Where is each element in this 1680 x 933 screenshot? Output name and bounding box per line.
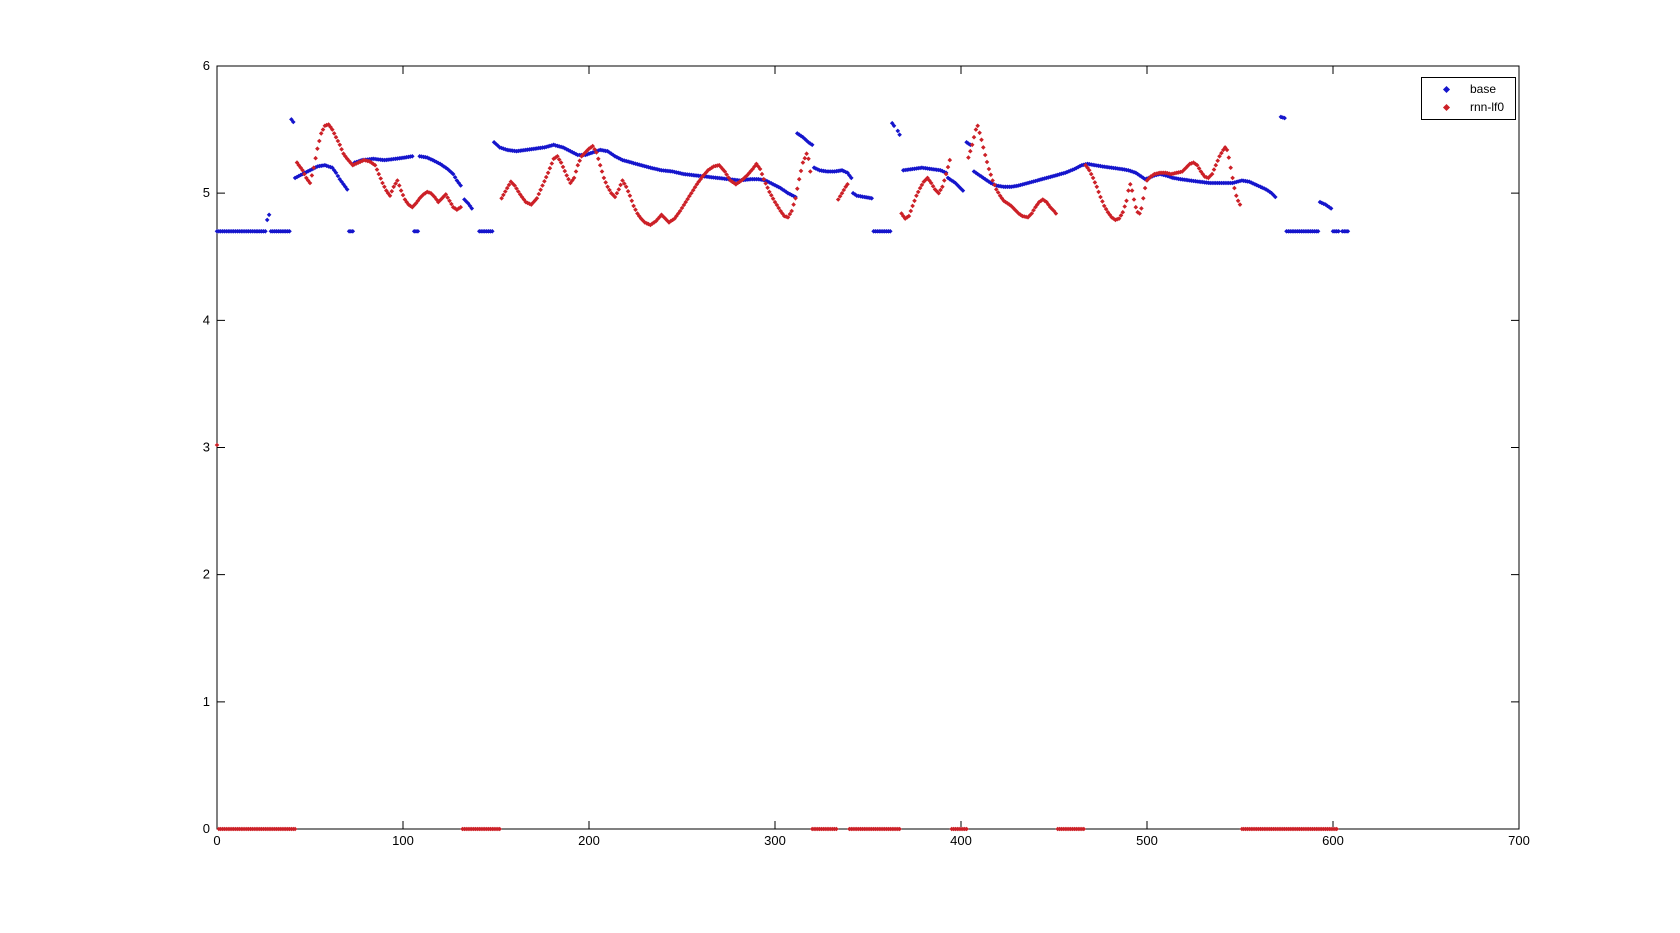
x-tick-label: 400 bbox=[950, 833, 972, 848]
x-tick-label: 600 bbox=[1322, 833, 1344, 848]
axis-ticks bbox=[216, 65, 1520, 830]
y-tick-label: 5 bbox=[203, 185, 210, 200]
legend-label-base: base bbox=[1470, 82, 1497, 96]
legend-marker-cell bbox=[1422, 103, 1470, 112]
y-tick-label: 4 bbox=[203, 312, 210, 327]
legend: base rnn-lf0 bbox=[1421, 77, 1516, 120]
axes-box bbox=[216, 65, 1520, 830]
y-tick-label: 3 bbox=[203, 440, 210, 455]
x-tick-labels: 0 100 200 300 400 500 600 700 bbox=[213, 833, 1529, 848]
x-tick-label: 300 bbox=[764, 833, 786, 848]
rnn-lf0-marker-icon bbox=[1442, 103, 1450, 112]
x-tick-label: 100 bbox=[392, 833, 414, 848]
y-tick-label: 1 bbox=[203, 694, 210, 709]
y-tick-labels: 0 1 2 3 4 5 6 bbox=[203, 58, 210, 836]
x-tick-label: 200 bbox=[578, 833, 600, 848]
legend-marker-cell bbox=[1422, 85, 1470, 94]
x-tick-label: 500 bbox=[1136, 833, 1158, 848]
y-tick-label: 2 bbox=[203, 567, 210, 582]
y-tick-label: 6 bbox=[203, 58, 210, 73]
series-base bbox=[214, 114, 1351, 234]
x-tick-label: 0 bbox=[213, 833, 220, 848]
base-marker-icon bbox=[1442, 85, 1450, 94]
y-tick-label: 0 bbox=[203, 821, 210, 836]
legend-entry-base: base bbox=[1422, 82, 1515, 97]
legend-label-rnn-lf0: rnn-lf0 bbox=[1470, 100, 1505, 114]
series-rnn-lf0 bbox=[214, 122, 1340, 832]
x-tick-label: 700 bbox=[1508, 833, 1530, 848]
legend-entry-rnn-lf0: rnn-lf0 bbox=[1422, 100, 1515, 115]
